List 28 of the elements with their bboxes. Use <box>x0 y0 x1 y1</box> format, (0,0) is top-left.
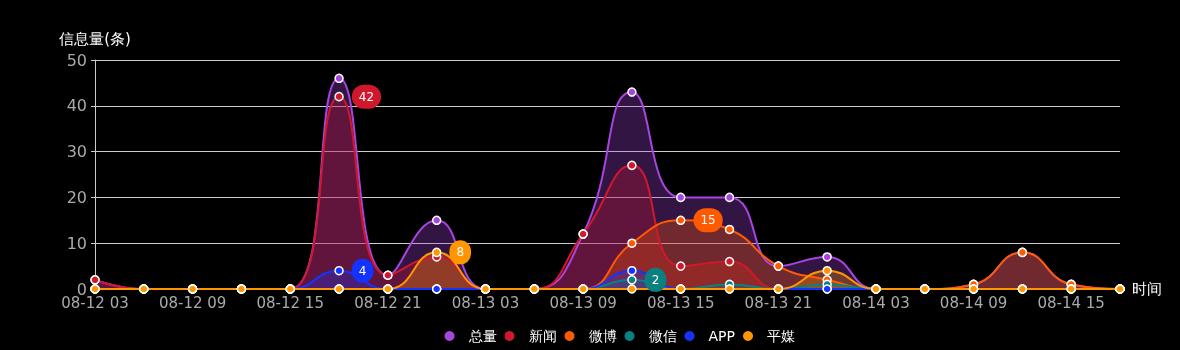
x-tick-label: 08-12 21 <box>354 293 422 312</box>
data-label: 15 <box>700 213 716 228</box>
y-tick-label: 50 <box>66 50 87 70</box>
data-label: 4 <box>358 263 367 278</box>
x-tick-label: 08-13 15 <box>646 293 715 312</box>
legend-label: 平媒 <box>767 328 795 344</box>
x-axis-title: 时间 <box>1132 280 1162 298</box>
x-tick-label: 08-14 15 <box>1037 293 1105 312</box>
data-label: 2 <box>651 272 660 287</box>
legend-label: 微信 <box>648 328 677 344</box>
x-tick-label: 08-13 21 <box>744 293 813 312</box>
legend-label: 总量 <box>467 328 497 344</box>
x-tick-label: 08-13 03 <box>451 293 520 312</box>
y-tick-label: 10 <box>66 233 87 253</box>
legend-label: 新闻 <box>528 328 557 344</box>
y-tick-label: 20 <box>66 187 87 207</box>
x-tick-label: 08-12 15 <box>256 293 324 312</box>
legend-label: 微博 <box>588 328 617 344</box>
y-tick-label: 30 <box>66 142 87 162</box>
data-label: 42 <box>358 89 375 104</box>
x-tick-label: 08-14 09 <box>939 293 1008 312</box>
x-tick-label: 08-13 09 <box>549 293 617 312</box>
y-axis-title: 信息量(条) <box>59 29 131 48</box>
legend-label: APP <box>708 328 736 344</box>
x-tick-label: 08-12 09 <box>158 293 227 312</box>
y-tick-label: 40 <box>66 96 87 116</box>
data-label: 8 <box>456 245 465 260</box>
x-tick-label: 08-14 03 <box>842 293 910 312</box>
